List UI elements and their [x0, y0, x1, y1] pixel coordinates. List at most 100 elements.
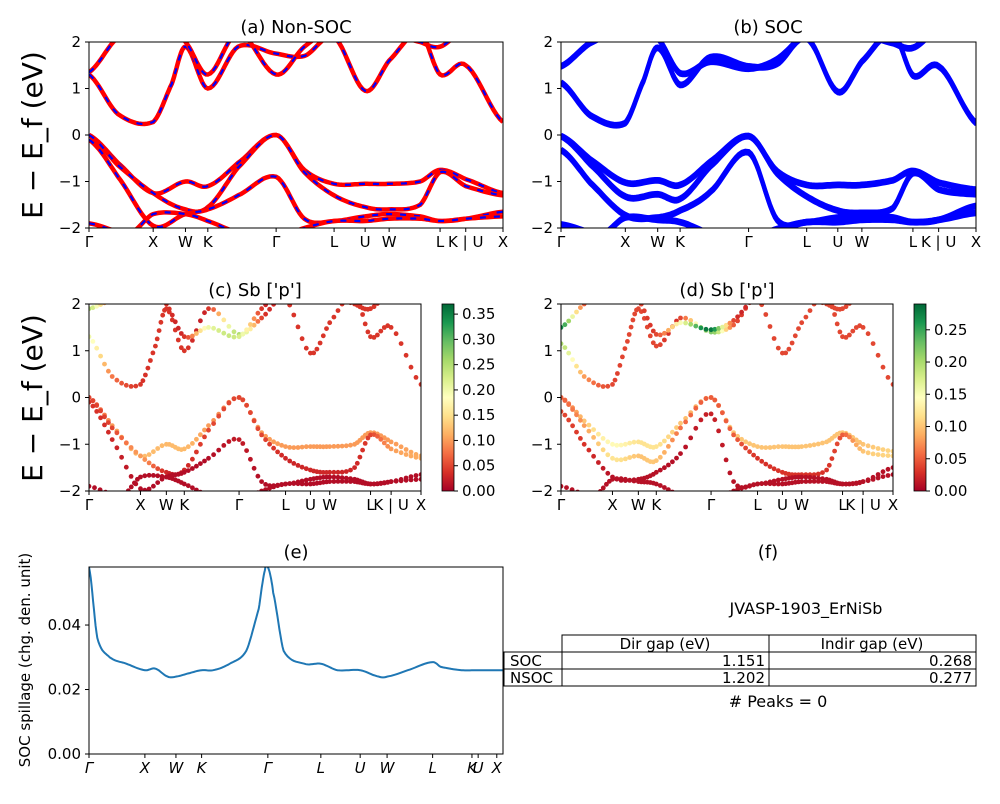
point-c-4-26 — [142, 487, 148, 491]
point-d-1-44 — [632, 292, 637, 297]
colorbar-label-c-5: 0.25 — [462, 356, 495, 374]
xtick-label-a-2: W — [178, 233, 193, 251]
point-c-3-32 — [155, 466, 161, 472]
point-c-5-4 — [97, 487, 103, 491]
point-d-3-68 — [698, 400, 704, 405]
point-d-4-50 — [657, 467, 663, 473]
point-d-1-78 — [693, 323, 699, 329]
xtick-label-a-7: W — [382, 233, 397, 251]
point-d-3-84 — [731, 432, 736, 438]
point-c-4-32 — [155, 480, 161, 485]
colorbar-label-c-3: 0.15 — [462, 406, 495, 424]
point-c-0-26 — [140, 378, 146, 384]
point-c-3-156 — [388, 446, 394, 452]
point-c-5-102 — [295, 481, 301, 487]
point-c-2-126 — [339, 443, 345, 449]
point-d-5-96 — [755, 481, 760, 487]
point-c-2-28 — [146, 452, 152, 457]
colorbar-label-d-4: 0.20 — [934, 353, 967, 371]
point-c-3-50 — [185, 463, 191, 468]
point-d-3-4 — [566, 402, 572, 407]
point-c-5-28 — [146, 472, 152, 478]
point-d-0-10 — [578, 369, 583, 375]
point-d-5-122 — [803, 479, 809, 484]
point-d-1-136 — [808, 295, 813, 300]
point-c-1-56 — [175, 325, 181, 331]
point-d-0-90 — [720, 328, 725, 334]
xtick-label-c-5: L — [281, 496, 290, 514]
point-d-1-88 — [716, 326, 721, 331]
point-c-1-78 — [221, 330, 227, 336]
point-d-0-154 — [837, 329, 843, 335]
point-c-5-158 — [393, 478, 399, 484]
xtick-label-b-4: Γ — [744, 233, 753, 251]
point-c-4-8 — [102, 422, 107, 428]
point-c-3-60 — [206, 427, 211, 433]
point-d-2-106 — [775, 444, 781, 450]
point-c-0-36 — [153, 343, 158, 349]
point-c-4-64 — [216, 447, 222, 453]
xtick-label-c-0: Γ — [85, 496, 94, 514]
point-c-4-122 — [331, 474, 337, 480]
point-d-3-138 — [832, 448, 837, 454]
point-d-2-94 — [751, 442, 756, 448]
band-b-5-split — [561, 206, 976, 228]
point-d-3-54 — [666, 444, 671, 449]
point-c-0-96 — [259, 315, 264, 321]
point-c-3-70 — [231, 396, 237, 402]
point-d-3-100 — [763, 461, 769, 467]
point-d-5-126 — [811, 479, 817, 484]
point-c-0-94 — [255, 319, 261, 324]
table-row-soc-label: SOC — [510, 652, 542, 670]
ytick-label-c-2: 0 — [71, 389, 81, 407]
point-d-0-162 — [850, 328, 856, 334]
point-d-4-54 — [666, 462, 671, 468]
colorbar-label-d-0: 0.00 — [934, 482, 967, 500]
point-d-0-60 — [653, 343, 659, 349]
point-d-4-162 — [875, 475, 881, 481]
point-c-1-18 — [124, 292, 129, 297]
point-c-0-160 — [375, 332, 380, 338]
point-d-4-70 — [703, 412, 709, 417]
point-c-5-168 — [418, 476, 421, 482]
point-d-1-132 — [799, 292, 804, 297]
xtick-label-e-6: U — [355, 759, 366, 777]
point-c-5-76 — [244, 496, 249, 501]
xtick-label-e-4: Γ — [264, 759, 274, 777]
point-c-3-86 — [263, 437, 268, 443]
point-c-3-22 — [133, 449, 139, 455]
point-d-1-24 — [610, 288, 615, 293]
point-d-0-178 — [885, 375, 891, 380]
point-c-3-76 — [244, 402, 250, 408]
point-d-0-14 — [586, 377, 592, 383]
point-c-1-52 — [169, 312, 175, 318]
point-c-3-162 — [403, 452, 409, 457]
point-d-3-52 — [662, 450, 667, 455]
point-d-5-102 — [767, 481, 773, 487]
xtick-label-d-1: X — [607, 496, 617, 514]
point-d-2-18 — [596, 431, 601, 437]
point-d-1-120 — [780, 288, 785, 293]
point-c-2-128 — [343, 443, 349, 449]
colorbar-d — [913, 303, 927, 492]
xtick-label-d-5: L — [753, 496, 762, 514]
band-b-5 — [561, 202, 976, 228]
point-c-5-60 — [206, 493, 211, 498]
point-d-4-120 — [799, 474, 805, 480]
point-d-0-40 — [628, 324, 634, 330]
point-d-4-52 — [662, 465, 667, 471]
point-d-3-94 — [751, 452, 756, 458]
point-c-0-98 — [263, 311, 268, 317]
point-d-3-88 — [739, 441, 744, 447]
xtick-label-b-6: U — [832, 233, 843, 251]
point-c-3-4 — [94, 403, 100, 408]
point-d-0-42 — [630, 317, 636, 323]
colorbar-label-c-4: 0.20 — [462, 381, 495, 399]
point-c-1-58 — [178, 331, 184, 336]
point-d-3-92 — [747, 449, 752, 455]
ytick-label-a-1: 1 — [71, 80, 81, 98]
point-c-3-144 — [368, 432, 373, 438]
point-d-3-56 — [670, 437, 675, 443]
point-c-0-2 — [90, 339, 96, 344]
point-c-5-162 — [403, 477, 409, 483]
